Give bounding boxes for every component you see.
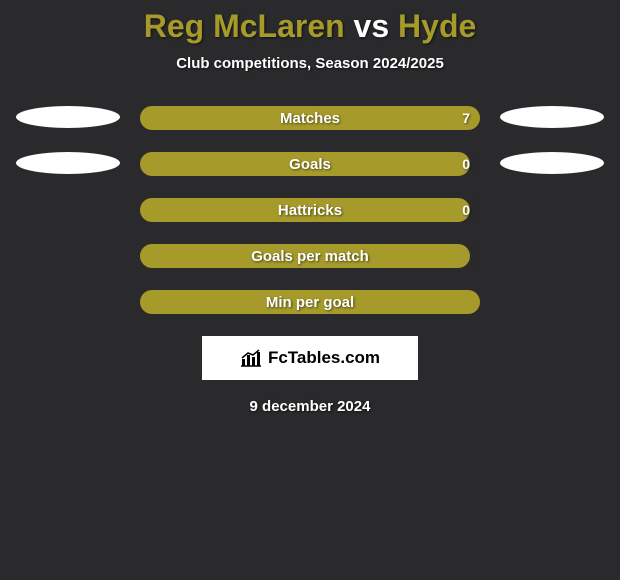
brand-box[interactable]: FcTables.com (202, 336, 418, 380)
stat-row: Hattricks0 (0, 198, 620, 222)
pointer-ellipse-icon (500, 106, 604, 128)
stat-bar: Goals per match (140, 244, 480, 268)
stat-row: Goals per match (0, 244, 620, 268)
stat-row: Goals0 (0, 152, 620, 176)
stat-bar: Hattricks0 (140, 198, 480, 222)
pointer-ellipse-icon (16, 106, 120, 128)
right-pointer-slot (498, 106, 606, 130)
right-pointer-slot (498, 152, 606, 176)
brand-text: FcTables.com (268, 348, 380, 368)
date-label: 9 december 2024 (0, 398, 620, 415)
stat-row: Min per goal (0, 290, 620, 314)
page-title: Reg McLaren vs Hyde (0, 0, 620, 45)
stat-bar-fill (140, 198, 470, 222)
right-pointer-slot (498, 198, 606, 222)
stat-bar: Min per goal (140, 290, 480, 314)
left-pointer-slot (14, 152, 122, 176)
stat-value: 7 (462, 110, 470, 126)
bar-chart-icon (240, 349, 262, 367)
stat-rows: Matches7 Goals0 Hattricks0 Goals per match M… (0, 106, 620, 314)
stat-bar: Goals0 (140, 152, 480, 176)
stat-bar: Matches7 (140, 106, 480, 130)
stat-row: Matches7 (0, 106, 620, 130)
left-pointer-slot (14, 290, 122, 314)
comparison-widget: Reg McLaren vs Hyde Club competitions, S… (0, 0, 620, 580)
right-pointer-slot (498, 244, 606, 268)
pointer-ellipse-icon (16, 152, 120, 174)
stat-bar-fill (140, 244, 470, 268)
pointer-ellipse-icon (500, 152, 604, 174)
stat-label: Min per goal (140, 294, 480, 311)
title-vs: vs (354, 8, 390, 44)
title-player1: Reg McLaren (144, 8, 345, 44)
left-pointer-slot (14, 106, 122, 130)
left-pointer-slot (14, 198, 122, 222)
right-pointer-slot (498, 290, 606, 314)
stat-bar-fill (140, 152, 470, 176)
left-pointer-slot (14, 244, 122, 268)
title-player2: Hyde (398, 8, 476, 44)
stat-label: Matches (140, 110, 480, 127)
subtitle: Club competitions, Season 2024/2025 (0, 55, 620, 72)
